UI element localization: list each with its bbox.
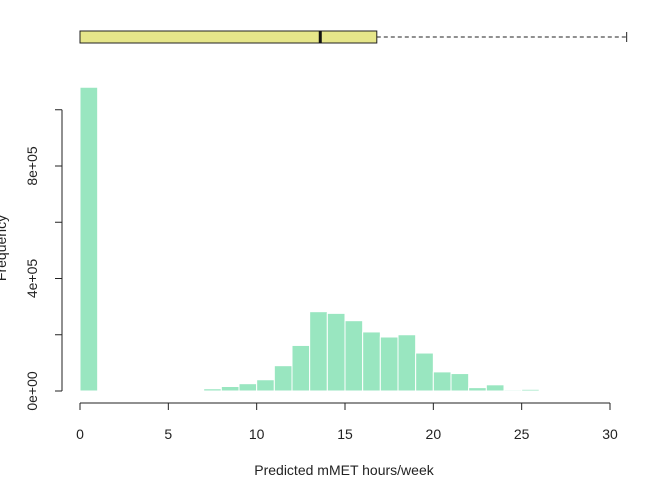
histogram-bar <box>309 311 328 392</box>
histogram-bar <box>362 331 381 392</box>
histogram-bar <box>538 389 558 392</box>
histogram-bar <box>326 312 346 392</box>
y-tick-label: 4e+05 <box>24 259 40 299</box>
histogram-bar <box>521 388 540 392</box>
x-tick-label: 20 <box>426 426 442 442</box>
histogram-bar <box>203 388 222 392</box>
x-tick-label: 5 <box>164 426 172 442</box>
y-axis-label: Frequency <box>0 215 9 281</box>
histogram-bar <box>485 384 505 392</box>
histogram-bar <box>273 365 293 392</box>
histogram-bar <box>450 373 470 392</box>
histogram-bar <box>432 371 452 392</box>
y-tick-label: 8e+05 <box>24 146 40 186</box>
x-axis-label: Predicted mMET hours/week <box>254 462 434 478</box>
histogram-bar <box>379 336 399 392</box>
x-tick-label: 30 <box>602 426 618 442</box>
histogram-bar <box>220 386 240 392</box>
x-tick-label: 10 <box>249 426 265 442</box>
histogram-bar <box>503 389 523 392</box>
x-axis: 0 5 10 15 20 25 30 <box>76 402 618 442</box>
histogram-bar <box>256 379 275 392</box>
x-tick-label: 15 <box>337 426 353 442</box>
y-tick-label: 0e+00 <box>24 371 40 411</box>
histogram-bar <box>415 352 434 392</box>
histogram-bar <box>344 320 364 392</box>
boxplot <box>79 30 628 44</box>
histogram-bar <box>79 86 99 392</box>
histogram-bars <box>79 86 576 392</box>
x-tick-label: 0 <box>76 426 84 442</box>
boxplot-box <box>79 30 378 44</box>
x-tick-label: 25 <box>514 426 530 442</box>
y-axis: 0e+00 4e+05 8e+05 <box>24 109 63 411</box>
histogram-bar <box>556 389 576 392</box>
histogram-bar <box>397 334 417 392</box>
histogram-bar <box>468 387 487 392</box>
histogram-bar <box>238 383 258 392</box>
histogram-bar <box>291 344 311 392</box>
